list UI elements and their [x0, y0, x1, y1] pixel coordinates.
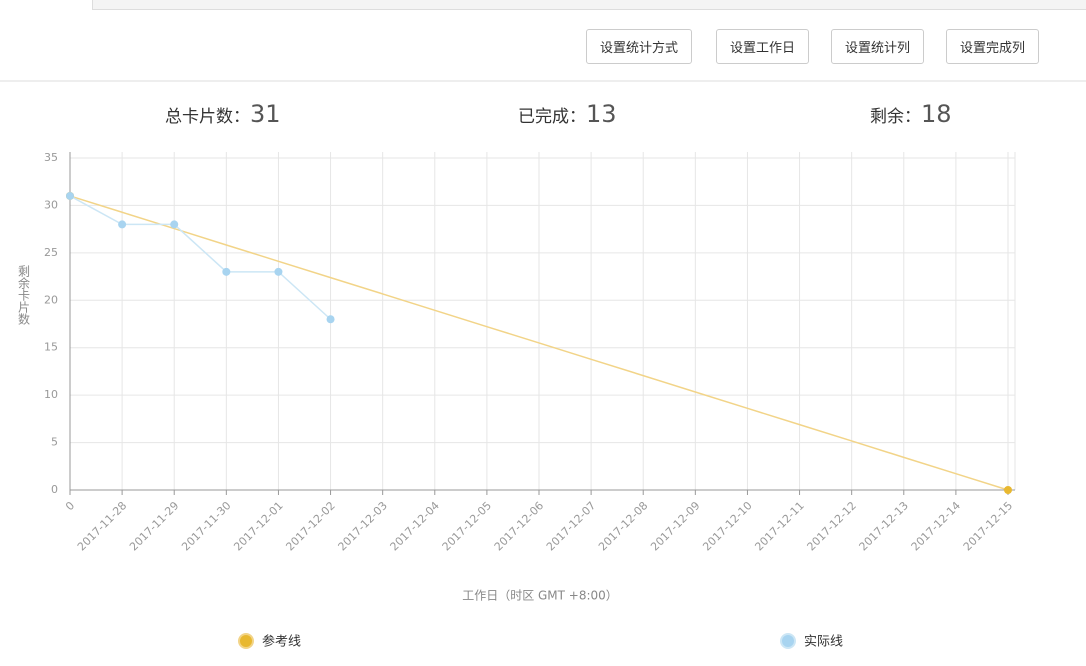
x-tick-label: 2017-12-07 [544, 499, 598, 553]
point [66, 191, 74, 200]
stat: 总卡片数：31 [165, 100, 281, 128]
point [170, 220, 179, 229]
x-tick-label: 2017-12-01 [231, 499, 285, 553]
y-axis-title: 剩余卡片数 [17, 265, 31, 326]
x-tick-label: 2017-11-28 [75, 499, 129, 553]
y-tick-label: 10 [44, 388, 58, 401]
button[interactable]: 设置统计列 [831, 29, 925, 64]
stat-value: 18 [921, 100, 952, 128]
tab-bar [92, 0, 1086, 10]
point [118, 220, 127, 229]
x-tick-label: 2017-12-06 [492, 499, 546, 553]
point [1004, 486, 1012, 494]
x-tick-label: 2017-12-03 [336, 499, 390, 553]
x-tick-label: 2017-12-11 [752, 499, 806, 553]
stat-label: 剩余： [870, 107, 921, 127]
stat-value: 13 [586, 100, 617, 128]
y-tick-label: 20 [44, 293, 58, 306]
x-tick-label: 2017-12-10 [700, 499, 754, 553]
button[interactable]: 设置完成列 [946, 29, 1040, 64]
button[interactable]: 设置工作日 [716, 29, 810, 64]
y-tick-label: 15 [44, 341, 58, 354]
stat: 剩余：18 [870, 100, 952, 128]
separator [0, 80, 1086, 82]
legend-label: 实际线 [804, 635, 843, 650]
x-axis-title: 工作日（时区 GMT +8:00） [462, 589, 618, 603]
legend-swatch [238, 633, 254, 649]
x-tick-label: 2017-12-15 [961, 499, 1015, 553]
x-tick-label: 2017-12-08 [596, 499, 650, 553]
y-tick-label: 35 [44, 151, 58, 164]
y-tick-label: 25 [44, 246, 58, 259]
y-tick-label: 0 [51, 483, 58, 496]
stat-label: 总卡片数： [165, 107, 250, 127]
stat: 已完成：13 [518, 100, 617, 128]
x-tick-label: 2017-12-09 [648, 499, 702, 553]
x-tick-label: 2017-12-04 [388, 499, 442, 553]
point [274, 267, 283, 276]
y-tick-label: 5 [51, 436, 58, 449]
stat-label: 已完成： [518, 107, 586, 127]
x-tick-label: 2017-12-02 [283, 499, 337, 553]
series-line [69, 195, 1009, 491]
point [222, 267, 231, 276]
x-tick-label: 2017-12-05 [440, 499, 494, 553]
x-tick-label: 2017-11-30 [179, 499, 233, 553]
stat-value: 31 [250, 100, 281, 128]
legend-swatch [780, 633, 796, 649]
series-line [69, 195, 332, 320]
legend-label: 参考线 [262, 634, 301, 650]
x-tick-label: 2017-12-14 [909, 499, 963, 553]
button[interactable]: 设置统计方式 [586, 29, 693, 64]
point [326, 315, 335, 324]
x-tick-label: 0 [63, 499, 77, 513]
x-tick-label: 2017-11-29 [127, 499, 181, 553]
x-tick-label: 2017-12-12 [805, 499, 859, 553]
y-tick-label: 30 [44, 198, 58, 211]
x-tick-label: 2017-12-13 [857, 499, 911, 553]
